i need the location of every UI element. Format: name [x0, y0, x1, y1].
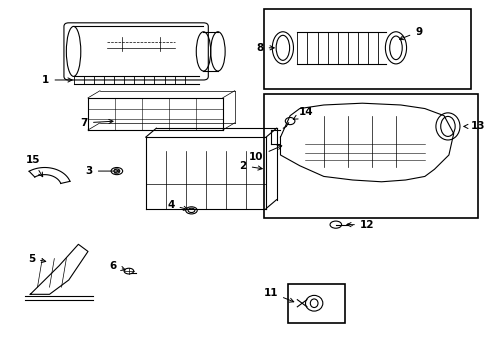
Text: 6: 6 [109, 261, 125, 271]
Text: 5: 5 [28, 253, 45, 264]
Text: 14: 14 [293, 107, 313, 119]
Text: 3: 3 [85, 166, 119, 176]
Bar [263, 94, 477, 217]
Text: 15: 15 [25, 156, 42, 177]
Text: 4: 4 [167, 200, 187, 210]
Bar [263, 9, 469, 89]
Text: 11: 11 [263, 288, 293, 302]
Text: 2: 2 [239, 161, 262, 171]
Text: 9: 9 [399, 27, 422, 40]
Text: 7: 7 [81, 118, 113, 128]
Text: 8: 8 [256, 43, 274, 53]
Text: 10: 10 [248, 145, 281, 162]
Bar [287, 284, 345, 323]
Text: 13: 13 [463, 121, 484, 131]
Text: 1: 1 [42, 75, 72, 85]
Text: 12: 12 [346, 220, 374, 230]
